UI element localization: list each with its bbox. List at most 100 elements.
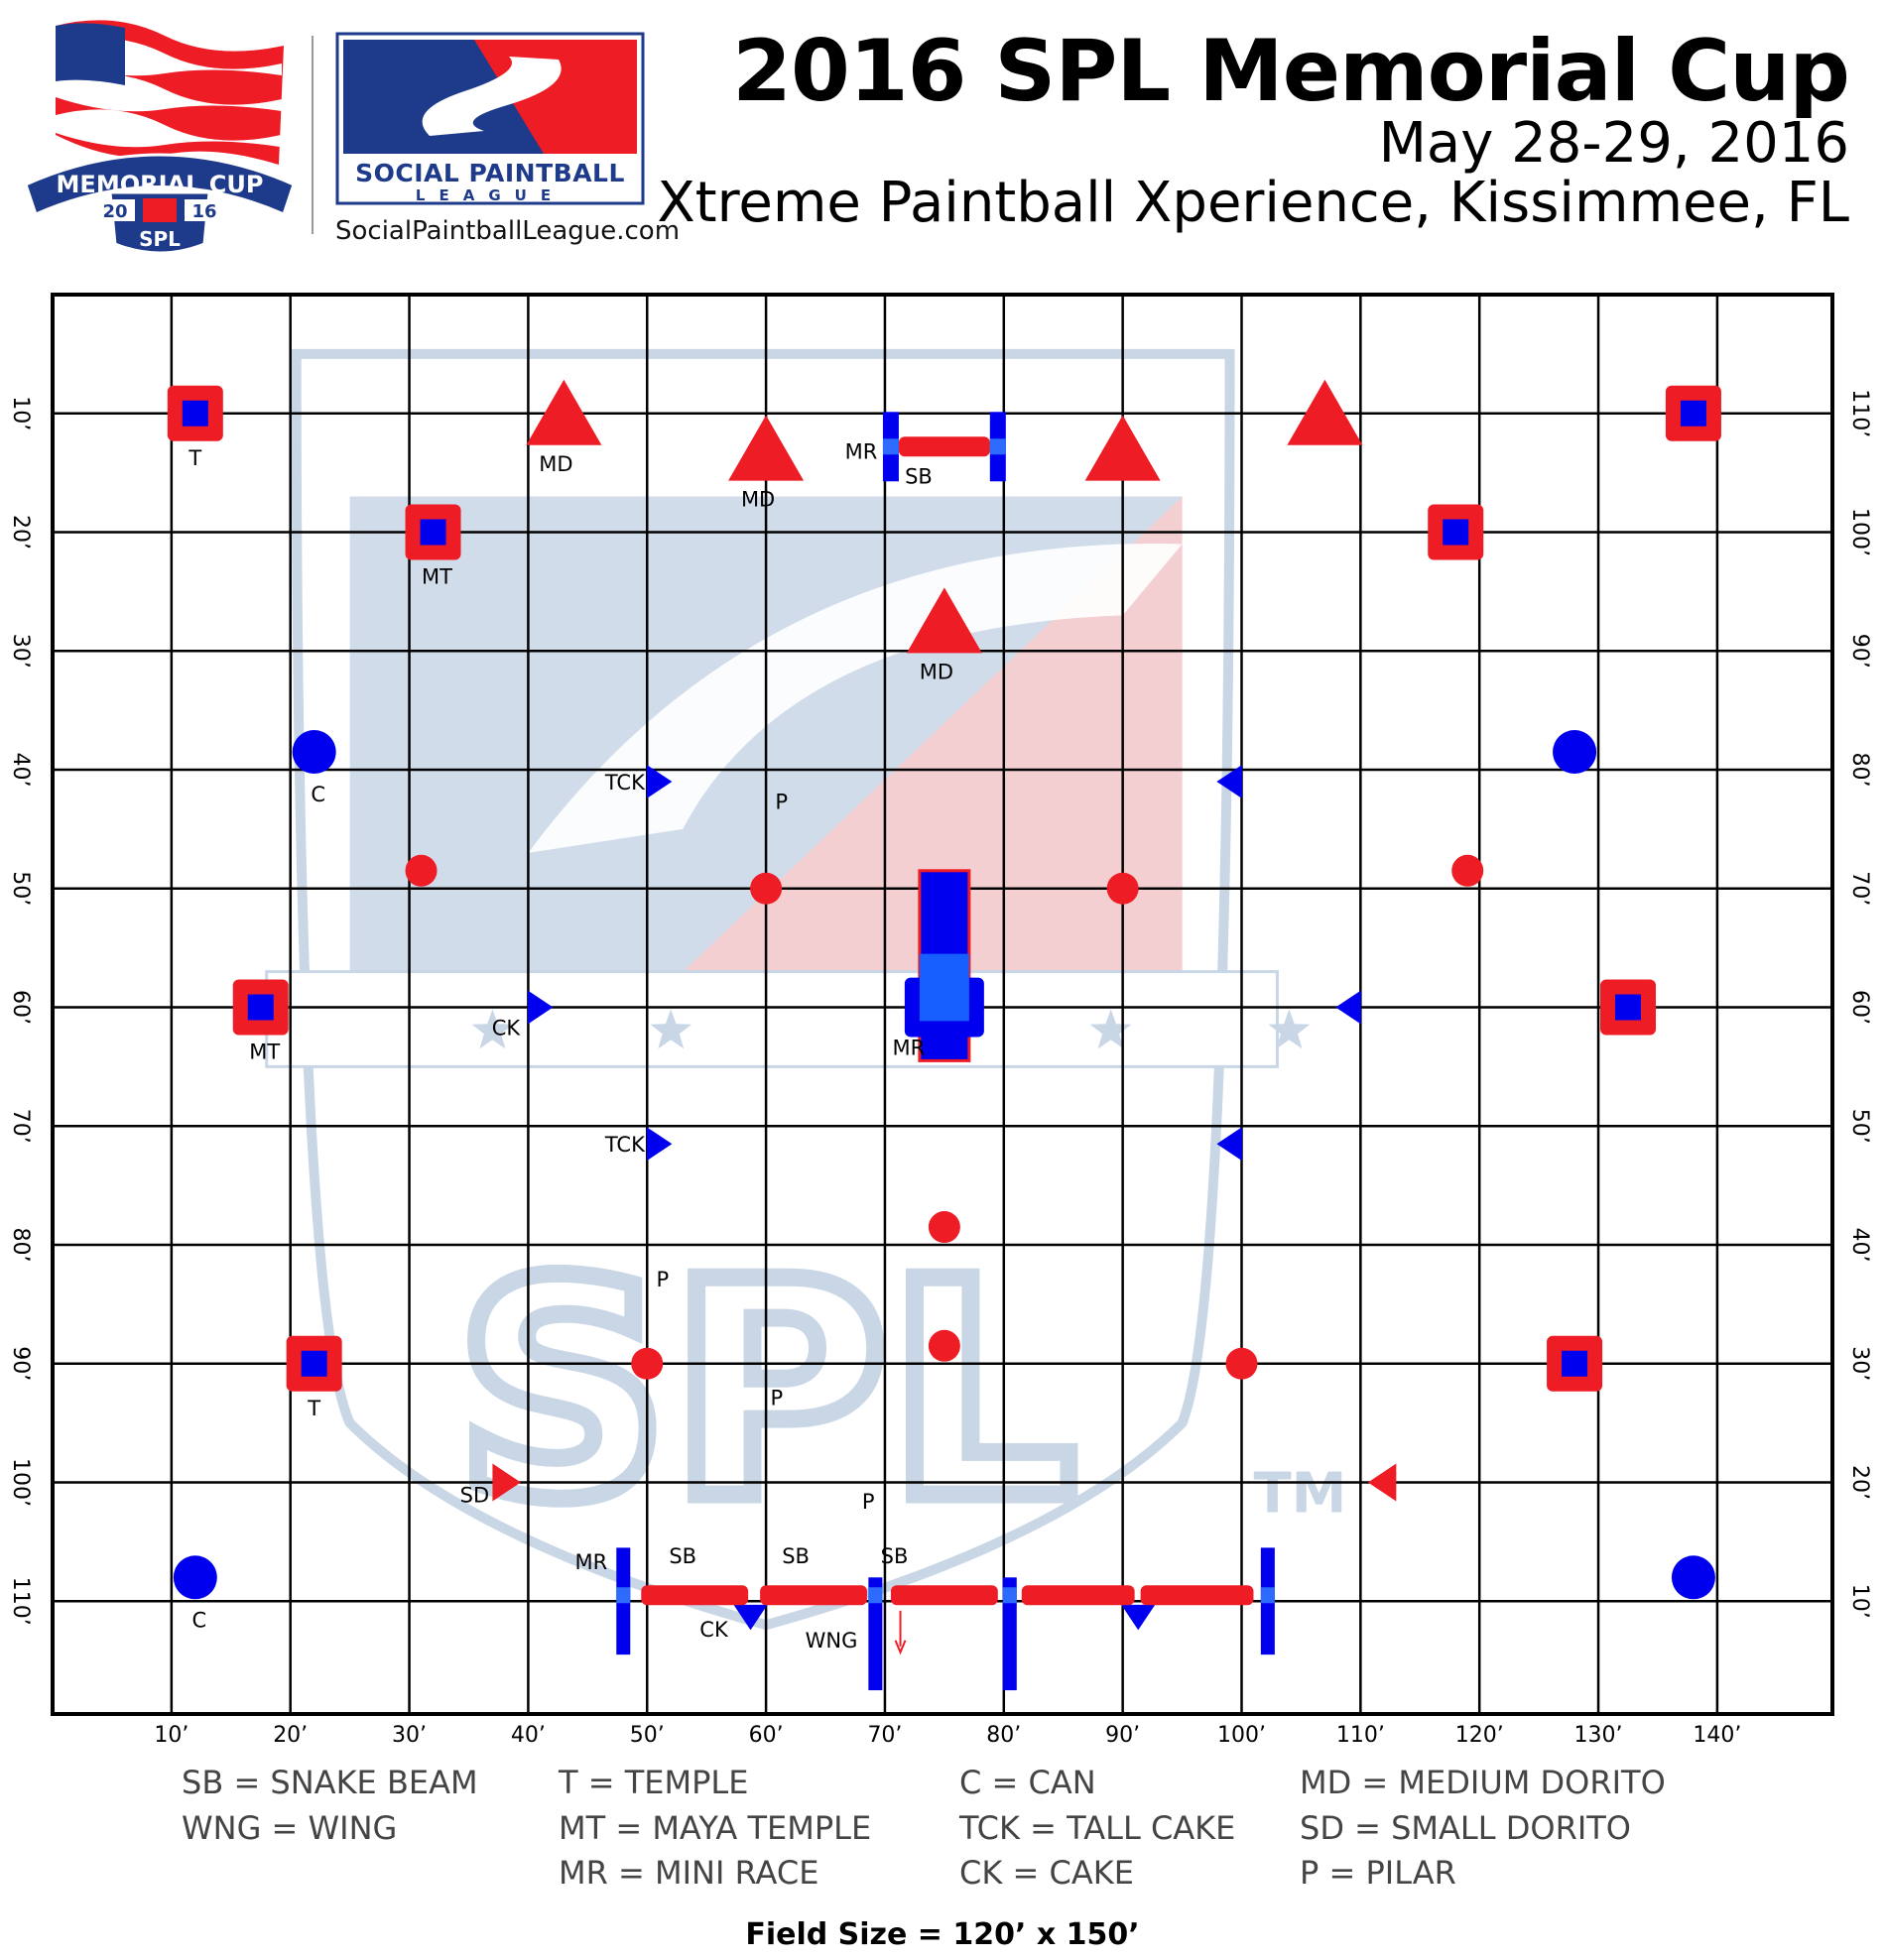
can-bunker [173,1555,217,1600]
snake-beam-bottom-segment [1021,1585,1135,1606]
cake-bunker [733,1604,768,1631]
pilar-bunker [405,854,438,887]
watermark-star-icon [1089,1009,1132,1049]
flag-icon [56,20,284,165]
temple-core [182,400,208,427]
maya-temple-label: MT [249,1041,280,1064]
maya-temple-label: MT [422,565,452,589]
axis-label-left: 80’ [8,1228,33,1263]
legend-item: MT = MAYA TEMPLE [559,1809,872,1847]
axis-label-bottom: 60’ [749,1723,784,1748]
spl-logo [335,32,645,205]
axis-label-left: 10’ [8,396,33,430]
field-grid [53,295,1832,1714]
axis-label-right: 50’ [1847,1109,1872,1144]
center-mini-race-highlight [919,953,969,1022]
can-label: C [191,1608,206,1632]
wing-arrow-head-icon [894,1640,907,1655]
axis-label-right: 30’ [1847,1346,1872,1381]
axis-label-bottom: 70’ [867,1723,902,1748]
medium-dorito-label: MD [920,660,953,683]
tall-cake-bunker [646,1127,673,1162]
cake-label: CK [492,1017,522,1041]
medium-dorito-bunker [906,587,982,654]
pilar-bunker [1451,854,1484,887]
mini-race-post-bottom [1002,1577,1017,1691]
legend-item: P = PILAR [1300,1854,1456,1892]
maya-temple-core [420,519,446,546]
temple-core [1562,1350,1588,1377]
mini-race-end-top-join [882,438,899,455]
mini-race-post-bottom-join [1002,1587,1017,1604]
cake-bunker [527,990,554,1025]
header-divider [312,36,314,234]
snake-beam-top [898,436,990,457]
medium-dorito-bunker [526,379,602,445]
mini-race-label-top: MR [845,439,878,463]
page-title: 2016 SPL Memorial Cup [732,22,1850,121]
axis-label-left: 100’ [8,1458,33,1507]
pilar-label: P [771,1387,784,1410]
maya-temple-core [1615,994,1642,1021]
axis-label-right: 10’ [1847,1584,1872,1619]
axis-label-bottom: 30’ [392,1723,427,1748]
maya-temple-core [247,994,274,1021]
small-dorito-bunker [492,1463,521,1502]
axis-label-left: 20’ [8,515,33,550]
memorial-cup-logo: MEMORIAL CUP 20 16 SPL [24,20,296,255]
pilar-bunker [1225,1347,1258,1380]
watermark-star-icon [1268,1009,1311,1049]
spl-logo-name: SOCIAL PAINTBALL [355,159,625,187]
field-border [51,293,1834,1716]
maya-temple-core [1443,519,1469,546]
mini-race-post-bottom-join [868,1587,883,1604]
cake-bunker [1335,990,1361,1025]
mini-race-label-bottom: MR [575,1550,608,1574]
tall-cake-label: TCK [604,1133,646,1157]
axis-label-right: 20’ [1847,1465,1872,1500]
mini-race-post-bottom-join [1260,1587,1275,1604]
axis-label-right: 80’ [1847,753,1872,788]
pilar-bunker [1106,872,1139,905]
medium-dorito-label: MD [539,452,572,476]
snake-beam-bottom-segment [890,1585,998,1606]
snake-beam-bottom-segment [760,1585,867,1606]
can-bunker [1671,1555,1715,1600]
event-date: May 28-29, 2016 [1378,111,1849,176]
cake-label: CK [699,1618,729,1642]
pilar-label: P [656,1268,669,1291]
temple-core [1680,400,1706,427]
svg-text:16: 16 [191,201,216,222]
legend-item: CK = CAKE [959,1854,1134,1892]
event-venue: Xtreme Paintball Xperience, Kissimmee, F… [657,171,1849,235]
legend-item: WNG = WING [182,1809,398,1847]
axis-label-left: 40’ [8,753,33,788]
field-size-caption: Field Size = 120’ x 150’ [745,1917,1140,1952]
center-mini-race-label: MR [893,1036,926,1059]
axis-label-left: 60’ [8,990,33,1025]
axis-label-bottom: 130’ [1574,1723,1623,1748]
medium-dorito-label: MD [741,488,775,512]
cake-bunker [1121,1604,1156,1631]
axis-label-bottom: 40’ [511,1723,546,1748]
watermark-star-icon [471,1009,514,1049]
watermark-star-icon [650,1009,692,1049]
watermark-banner [265,970,1279,1068]
snake-beam-label-top: SB [905,464,933,488]
can-bunker [1553,730,1597,775]
watermark-s-stroke [528,544,1183,853]
medium-dorito-bunker [1287,379,1363,445]
axis-label-bottom: 90’ [1105,1723,1140,1748]
axis-label-left: 70’ [8,1109,33,1144]
temple-label: T [188,446,201,470]
axis-label-right: 40’ [1847,1228,1872,1263]
pilar-label: P [862,1490,875,1514]
axis-label-bottom: 100’ [1217,1723,1266,1748]
axis-label-left: 90’ [8,1346,33,1381]
axis-label-right: 110’ [1847,389,1872,437]
svg-text:SPL: SPL [139,227,181,251]
spl-s-icon [422,57,562,136]
axis-label-bottom: 50’ [630,1723,665,1748]
small-dorito-label: SD [460,1484,490,1508]
